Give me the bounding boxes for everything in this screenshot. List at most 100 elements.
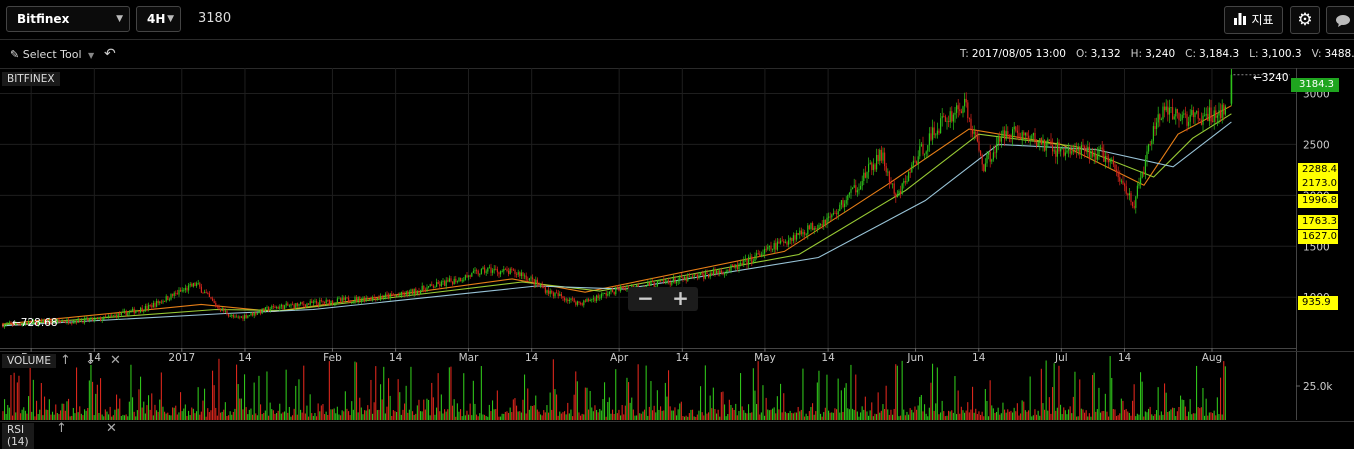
volume-bar	[68, 398, 70, 420]
volume-bar	[970, 409, 972, 420]
candle-body	[581, 303, 583, 306]
volume-bar	[98, 412, 100, 420]
candle-body	[964, 98, 966, 107]
candle-body	[1136, 185, 1138, 197]
candle-body	[104, 316, 106, 318]
zoom-out-button[interactable]: −	[637, 286, 654, 310]
volume-bar	[568, 413, 570, 420]
volume-bar	[189, 415, 191, 420]
volume-bar	[885, 385, 887, 420]
indicators-button[interactable]: 지표	[1224, 6, 1283, 34]
candle-body	[1050, 140, 1052, 146]
candle-body	[1008, 136, 1010, 138]
last-price-tag: 3184.3	[1291, 78, 1339, 92]
candle-body	[1042, 139, 1044, 145]
candle-body	[178, 290, 180, 295]
volume-bar	[538, 411, 540, 420]
volume-bar	[820, 413, 822, 420]
volume-bar	[916, 409, 918, 420]
volume-bar	[386, 406, 388, 420]
candle-body	[1207, 113, 1209, 122]
x-tick-label: May	[754, 352, 776, 364]
volume-bar	[719, 416, 721, 420]
candle-body	[325, 299, 327, 303]
close-icon[interactable]: ✕	[110, 353, 121, 368]
arrow-up-icon[interactable]: ↑	[56, 421, 67, 436]
candle-body	[1194, 112, 1196, 118]
chat-button[interactable]	[1326, 6, 1354, 34]
volume-bar	[514, 398, 516, 420]
volume-bar	[368, 409, 370, 420]
exchange-select[interactable]: Bitfinex ▼	[6, 6, 130, 32]
volume-bar	[564, 411, 566, 420]
candle-body	[367, 298, 369, 300]
volume-bar	[8, 407, 10, 420]
volume-bar	[692, 409, 694, 420]
candle-body	[749, 256, 751, 258]
interval-select-value: 4H	[147, 12, 166, 26]
volume-bar	[412, 411, 414, 420]
candle-body	[589, 299, 591, 301]
volume-bar	[708, 412, 710, 420]
volume-bar	[815, 411, 817, 420]
volume-bar	[1036, 414, 1038, 420]
candle-body	[1024, 132, 1026, 136]
candle-body	[759, 253, 761, 257]
volume-bar	[639, 413, 641, 420]
volume-bar	[695, 416, 697, 420]
candle-body	[1114, 164, 1116, 170]
candle-body	[962, 106, 964, 114]
volume-bar	[423, 399, 425, 420]
candle-body	[1199, 118, 1201, 121]
candle-body	[125, 310, 127, 316]
volume-bar	[1050, 413, 1052, 420]
interval-select[interactable]: 4H ▼	[136, 6, 181, 32]
candle-body	[592, 298, 594, 300]
close-icon[interactable]: ✕	[106, 421, 117, 436]
volume-bar	[751, 412, 753, 420]
candle-body	[744, 258, 746, 260]
candle-body	[202, 292, 204, 294]
candle-body	[1189, 115, 1191, 122]
volume-bar	[1104, 393, 1106, 420]
candle-body	[1029, 139, 1031, 141]
candle-body	[696, 274, 698, 279]
volume-bar	[364, 410, 366, 420]
arrow-down-icon[interactable]: ↓	[85, 353, 96, 368]
volume-bar	[140, 376, 142, 420]
candle-body	[388, 294, 390, 299]
volume-bar	[588, 409, 590, 420]
volume-bar	[122, 414, 124, 420]
volume-bar	[204, 388, 206, 420]
candle-body	[442, 281, 444, 282]
volume-bar	[252, 414, 254, 420]
volume-bar	[135, 416, 137, 420]
settings-button[interactable]: ⚙	[1290, 6, 1320, 34]
volume-bar	[1101, 411, 1103, 420]
chevron-down-icon: ▼	[116, 14, 123, 24]
volume-bar	[636, 415, 638, 420]
candle-body	[1092, 150, 1094, 157]
arrow-up-icon[interactable]: ↑	[60, 353, 71, 368]
select-tool-dropdown[interactable]: ✎ Select Tool ▼	[10, 48, 94, 61]
candle-body	[909, 172, 911, 174]
candle-body	[682, 277, 684, 280]
volume-bar	[124, 415, 126, 420]
volume-bar	[856, 411, 858, 420]
volume-bar	[1124, 409, 1126, 420]
candle-body	[583, 300, 585, 306]
volume-bar	[776, 396, 778, 420]
undo-icon[interactable]: ↶	[104, 46, 116, 62]
volume-bar	[1178, 406, 1180, 420]
zoom-in-button[interactable]: +	[672, 286, 689, 310]
volume-bar	[149, 409, 151, 420]
volume-bar	[380, 384, 382, 420]
price-field[interactable]: 3180	[198, 11, 232, 26]
candle-body	[306, 303, 308, 307]
volume-bar	[392, 410, 394, 420]
volume-bar	[992, 408, 994, 420]
candle-body	[116, 315, 118, 318]
candle-body	[853, 185, 855, 188]
candle-body	[119, 313, 121, 315]
volume-bar	[191, 407, 193, 420]
